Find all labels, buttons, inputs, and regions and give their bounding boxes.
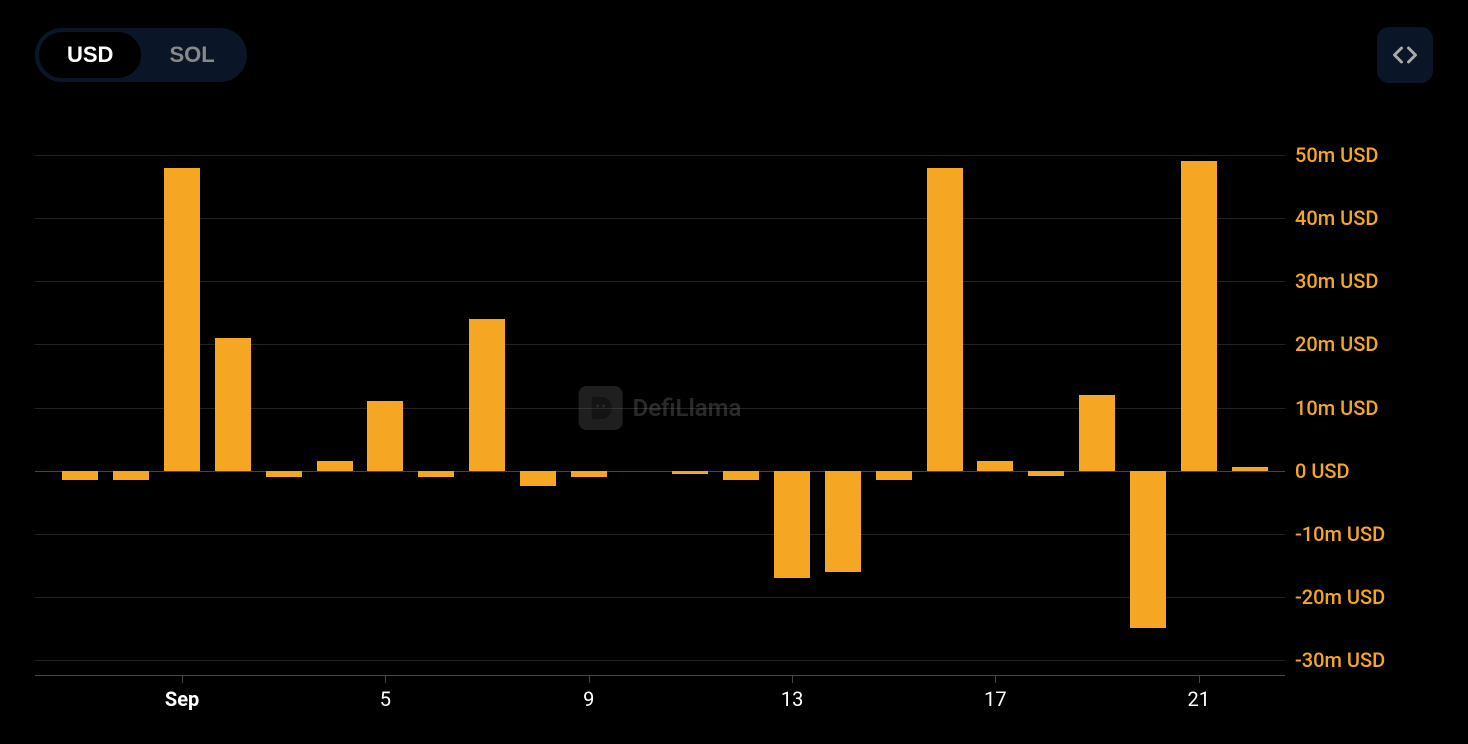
bar: [1079, 395, 1115, 471]
x-tick-mark: [995, 675, 996, 683]
x-tick-mark: [182, 675, 183, 683]
toggle-sol[interactable]: SOL: [141, 32, 242, 78]
y-tick-label: 30m USD: [1295, 269, 1378, 293]
code-icon: [1391, 41, 1419, 69]
x-tick-label: 13: [781, 687, 803, 711]
bar: [62, 471, 98, 480]
x-tick-mark: [385, 675, 386, 683]
x-tick-mark: [792, 675, 793, 683]
y-tick-label: -10m USD: [1295, 522, 1385, 546]
x-tick-label: 9: [583, 687, 594, 711]
x-tick-mark: [589, 675, 590, 683]
currency-toggle: USD SOL: [35, 28, 247, 82]
x-tick-label: 21: [1188, 687, 1210, 711]
y-axis: 50m USD40m USD30m USD20m USD10m USD0 USD…: [1295, 155, 1455, 660]
y-tick-label: -30m USD: [1295, 648, 1385, 672]
expand-button[interactable]: [1377, 27, 1433, 83]
bar: [418, 471, 454, 477]
x-axis-line: [35, 675, 1285, 676]
gridline: [35, 597, 1285, 598]
y-tick-label: 0 USD: [1295, 459, 1350, 483]
bar: [774, 471, 810, 578]
bar: [317, 461, 353, 470]
x-tick-label: 17: [984, 687, 1006, 711]
bar: [1181, 161, 1217, 470]
bar: [469, 319, 505, 471]
x-tick-label: Sep: [165, 687, 199, 711]
bar: [520, 471, 556, 487]
y-tick-label: 20m USD: [1295, 332, 1378, 356]
gridline: [35, 281, 1285, 282]
chart-plot-area: DefiLlama: [35, 155, 1285, 660]
bar: [113, 471, 149, 480]
bar: [876, 471, 912, 480]
y-tick-label: -20m USD: [1295, 585, 1385, 609]
bar: [723, 471, 759, 480]
gridline: [35, 218, 1285, 219]
bar: [977, 461, 1013, 470]
gridline: [35, 660, 1285, 661]
bar: [367, 401, 403, 470]
bar: [215, 338, 251, 471]
gridline: [35, 534, 1285, 535]
bar: [266, 471, 302, 477]
y-tick-label: 50m USD: [1295, 143, 1378, 167]
bar: [927, 168, 963, 471]
bar: [164, 168, 200, 471]
header: USD SOL: [35, 30, 1433, 80]
bar: [1232, 467, 1268, 470]
y-tick-label: 40m USD: [1295, 206, 1378, 230]
bar: [1130, 471, 1166, 629]
bar: [672, 471, 708, 474]
gridline: [35, 471, 1285, 472]
gridline: [35, 155, 1285, 156]
x-axis: Sep 5 9 13 17 21: [35, 675, 1285, 715]
bar: [571, 471, 607, 477]
toggle-usd[interactable]: USD: [39, 32, 141, 78]
bar: [1028, 471, 1064, 476]
y-tick-label: 10m USD: [1295, 396, 1378, 420]
x-tick-label: 5: [380, 687, 391, 711]
bar: [825, 471, 861, 572]
chart-container: USD SOL DefiLlama 50m USD 40m USD 30m USD 2…: [0, 0, 1468, 744]
x-tick-mark: [1199, 675, 1200, 683]
